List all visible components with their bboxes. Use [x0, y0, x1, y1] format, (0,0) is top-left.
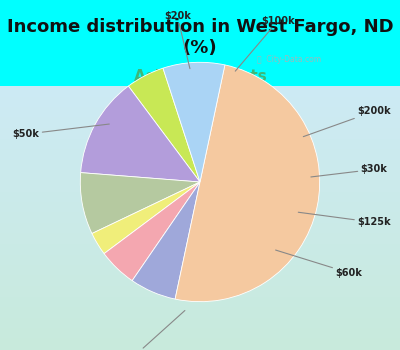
- Wedge shape: [81, 86, 200, 182]
- Wedge shape: [128, 68, 200, 182]
- Text: $20k: $20k: [164, 11, 191, 69]
- Text: $30k: $30k: [311, 164, 387, 177]
- Wedge shape: [92, 182, 200, 254]
- Wedge shape: [80, 173, 200, 233]
- Text: $125k: $125k: [298, 212, 391, 227]
- Wedge shape: [175, 65, 320, 302]
- Wedge shape: [163, 62, 225, 182]
- Text: Income distribution in West Fargo, ND
(%): Income distribution in West Fargo, ND (%…: [7, 18, 393, 57]
- Text: ⓘ  City-Data.com: ⓘ City-Data.com: [257, 55, 321, 64]
- Text: Asian residents: Asian residents: [134, 69, 266, 84]
- Text: $200k: $200k: [303, 106, 391, 136]
- Text: $100k: $100k: [235, 16, 295, 71]
- Text: $50k: $50k: [13, 124, 109, 139]
- Wedge shape: [132, 182, 200, 299]
- Text: > $200k: > $200k: [112, 310, 185, 350]
- Wedge shape: [104, 182, 200, 281]
- Text: $60k: $60k: [276, 250, 362, 278]
